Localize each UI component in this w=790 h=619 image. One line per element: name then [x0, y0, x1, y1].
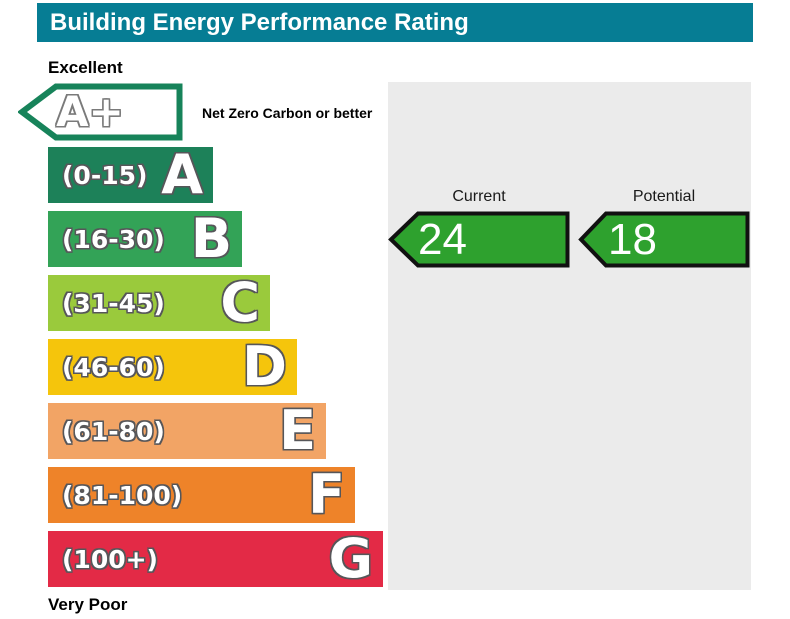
band-range: (61-80) — [62, 416, 165, 446]
band-e: (61-80) E — [48, 403, 326, 459]
potential-arrow-shape — [578, 211, 750, 268]
potential-rating-marker: 18 — [578, 211, 750, 268]
scale-label-very-poor: Very Poor — [48, 595, 128, 614]
band-letter: E — [279, 399, 316, 462]
band-g: (100+) G — [48, 531, 383, 587]
band-letter: D — [242, 335, 287, 398]
band-range: (16-30) — [62, 224, 165, 254]
band-letter: G — [328, 527, 373, 590]
potential-rating-value: 18 — [608, 214, 657, 264]
band-letter: F — [308, 463, 345, 526]
current-rating-marker: 24 — [388, 211, 570, 268]
band-range: (31-45) — [62, 288, 165, 318]
page-title: Building Energy Performance Rating — [50, 8, 469, 36]
band-c: (31-45) C — [48, 275, 270, 331]
potential-label: Potential — [632, 188, 696, 205]
rating-backdrop-panel — [388, 82, 751, 590]
current-arrow-shape — [388, 211, 570, 268]
band-letter: B — [190, 207, 232, 270]
band-range: (81-100) — [62, 480, 183, 510]
current-label: Current — [452, 188, 506, 205]
header-bar: Building Energy Performance Rating — [37, 3, 753, 42]
band-range: (0-15) — [62, 160, 148, 190]
a-plus-arrow-shape — [18, 83, 183, 141]
band-a-plus-letter: A+ — [56, 87, 124, 136]
scale-label-excellent: Excellent — [48, 58, 123, 77]
band-a-plus: A+ — [18, 83, 183, 141]
current-rating-value: 24 — [418, 214, 467, 264]
band-a: (0-15) A — [48, 147, 213, 203]
band-letter: C — [220, 271, 260, 334]
a-plus-note: Net Zero Carbon or better — [202, 105, 373, 121]
band-range: (46-60) — [62, 352, 165, 382]
band-range: (100+) — [62, 544, 158, 574]
band-b: (16-30) B — [48, 211, 242, 267]
band-f: (81-100) F — [48, 467, 355, 523]
band-letter: A — [161, 143, 203, 206]
band-d: (46-60) D — [48, 339, 297, 395]
